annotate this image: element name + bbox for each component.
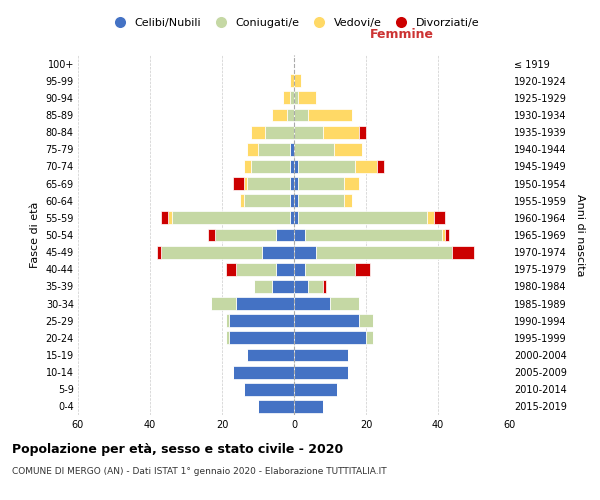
Bar (355, 263, 370, 276)
Bar (294, 126, 323, 138)
Bar (334, 143, 362, 156)
Bar (294, 160, 298, 173)
Bar (294, 280, 308, 293)
Text: Femmine: Femmine (370, 28, 434, 40)
Bar (445, 228, 449, 241)
Bar (377, 160, 384, 173)
Bar (172, 212, 290, 224)
Bar (434, 212, 445, 224)
Bar (344, 177, 359, 190)
Bar (359, 314, 373, 327)
Text: COMUNE DI MERGO (AN) - Dati ISTAT 1° gennaio 2020 - Elaborazione TUTTITALIA.IT: COMUNE DI MERGO (AN) - Dati ISTAT 1° gen… (12, 468, 386, 476)
Bar (452, 246, 474, 258)
Bar (215, 228, 276, 241)
Bar (244, 194, 290, 207)
Text: Popolazione per età, sesso e stato civile - 2020: Popolazione per età, sesso e stato civil… (12, 442, 343, 456)
Bar (247, 177, 290, 190)
Bar (359, 126, 366, 138)
Bar (226, 263, 236, 276)
Bar (236, 297, 294, 310)
Y-axis label: Anni di nascita: Anni di nascita (575, 194, 586, 276)
Bar (427, 212, 434, 224)
Legend: Celibi/Nubili, Coniugati/e, Vedovi/e, Divorziati/e: Celibi/Nubili, Coniugati/e, Vedovi/e, Di… (104, 14, 484, 32)
Bar (236, 263, 276, 276)
Bar (247, 143, 258, 156)
Bar (294, 400, 323, 413)
Bar (298, 177, 344, 190)
Bar (294, 177, 298, 190)
Bar (442, 228, 445, 241)
Bar (157, 246, 161, 258)
Bar (244, 160, 251, 173)
Bar (276, 228, 294, 241)
Bar (276, 263, 294, 276)
Bar (254, 280, 272, 293)
Bar (283, 92, 290, 104)
Bar (244, 177, 247, 190)
Bar (294, 246, 316, 258)
Bar (294, 194, 298, 207)
Bar (294, 297, 330, 310)
Bar (294, 314, 359, 327)
Bar (366, 332, 373, 344)
Bar (247, 348, 294, 362)
Bar (294, 108, 308, 122)
Bar (355, 160, 377, 173)
Bar (294, 228, 305, 241)
Bar (265, 126, 294, 138)
Bar (290, 160, 294, 173)
Bar (287, 108, 294, 122)
Bar (233, 177, 244, 190)
Bar (226, 314, 229, 327)
Bar (290, 143, 294, 156)
Bar (290, 74, 294, 87)
Bar (298, 212, 427, 224)
Bar (290, 212, 294, 224)
Bar (244, 383, 294, 396)
Bar (272, 280, 294, 293)
Bar (323, 280, 326, 293)
Bar (251, 126, 265, 138)
Bar (344, 194, 352, 207)
Bar (323, 126, 359, 138)
Bar (229, 314, 294, 327)
Bar (226, 332, 229, 344)
Bar (294, 143, 334, 156)
Bar (290, 92, 294, 104)
Bar (233, 366, 294, 378)
Bar (161, 246, 262, 258)
Bar (330, 297, 359, 310)
Bar (290, 177, 294, 190)
Bar (290, 194, 294, 207)
Bar (240, 194, 244, 207)
Bar (294, 263, 305, 276)
Bar (262, 246, 294, 258)
Bar (294, 74, 301, 87)
Bar (161, 212, 168, 224)
Bar (294, 92, 298, 104)
Bar (305, 228, 442, 241)
Bar (294, 383, 337, 396)
Bar (294, 212, 298, 224)
Bar (308, 280, 323, 293)
Bar (229, 332, 294, 344)
Y-axis label: Fasce di età: Fasce di età (30, 202, 40, 268)
Bar (298, 92, 316, 104)
Bar (305, 263, 355, 276)
Bar (208, 228, 215, 241)
Bar (294, 348, 348, 362)
Bar (258, 400, 294, 413)
Bar (316, 246, 452, 258)
Bar (298, 194, 344, 207)
Bar (258, 143, 290, 156)
Bar (272, 108, 287, 122)
Bar (211, 297, 236, 310)
Bar (294, 332, 366, 344)
Bar (308, 108, 352, 122)
Bar (294, 366, 348, 378)
Bar (298, 160, 355, 173)
Bar (251, 160, 290, 173)
Bar (168, 212, 172, 224)
